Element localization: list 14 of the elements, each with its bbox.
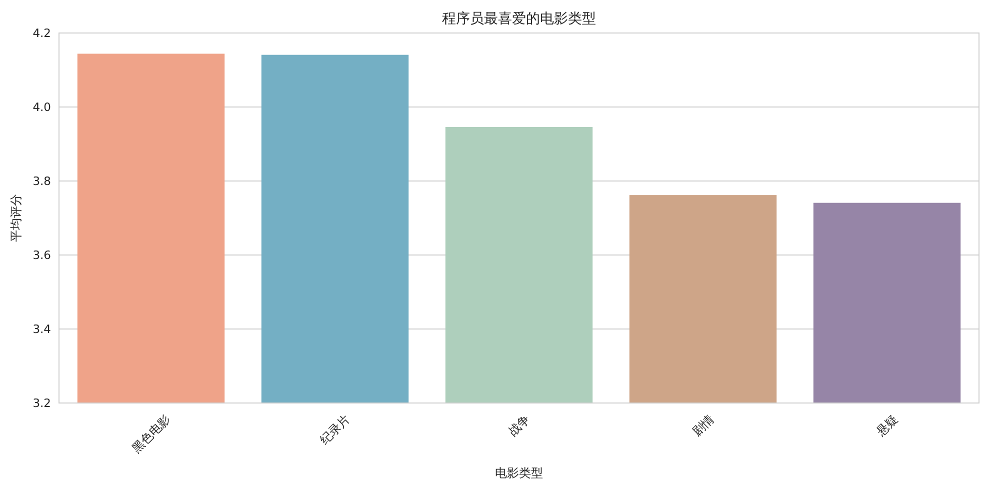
chart-title: 程序员最喜爱的电影类型 — [442, 11, 596, 27]
y-tick-label: 4.2 — [32, 26, 51, 40]
y-tick-label: 4.0 — [32, 100, 51, 114]
x-tick-label: 悬疑 — [873, 412, 901, 440]
y-tick-label: 3.8 — [32, 174, 51, 188]
y-tick-label: 3.6 — [32, 248, 51, 262]
x-tick-label: 纪录片 — [317, 412, 353, 448]
x-tick-label: 战争 — [506, 412, 532, 439]
y-tick-label: 3.4 — [32, 322, 51, 336]
x-axis-title: 电影类型 — [495, 466, 543, 480]
x-tick-label: 黑色电影 — [129, 412, 173, 456]
x-tick-label: 剧情 — [690, 412, 716, 439]
y-axis-title: 平均评分 — [9, 194, 23, 242]
y-tick-label: 3.2 — [32, 396, 51, 410]
